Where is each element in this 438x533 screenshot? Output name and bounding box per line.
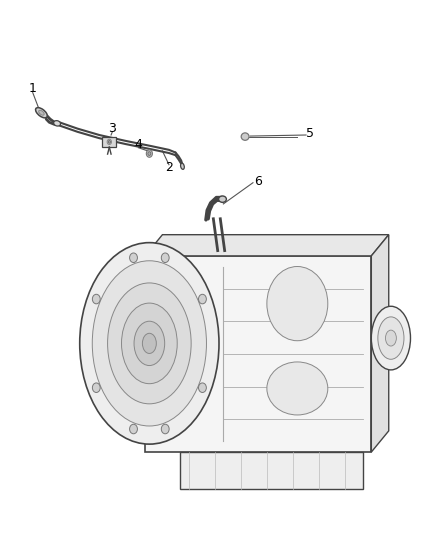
Polygon shape xyxy=(145,256,371,452)
Ellipse shape xyxy=(267,266,328,341)
Ellipse shape xyxy=(371,306,410,370)
Text: 1: 1 xyxy=(29,83,37,95)
Ellipse shape xyxy=(198,294,206,304)
Ellipse shape xyxy=(385,330,396,346)
Ellipse shape xyxy=(39,110,44,115)
Ellipse shape xyxy=(92,294,100,304)
Polygon shape xyxy=(371,235,389,452)
Ellipse shape xyxy=(53,120,60,126)
Ellipse shape xyxy=(146,150,152,157)
Ellipse shape xyxy=(134,321,165,366)
Ellipse shape xyxy=(130,424,138,434)
Ellipse shape xyxy=(130,253,138,263)
Text: 2: 2 xyxy=(165,161,173,174)
Ellipse shape xyxy=(108,283,191,404)
Ellipse shape xyxy=(161,253,169,263)
Ellipse shape xyxy=(161,424,169,434)
Ellipse shape xyxy=(198,383,206,392)
Text: 6: 6 xyxy=(254,175,262,188)
Ellipse shape xyxy=(241,133,249,140)
Ellipse shape xyxy=(108,141,110,143)
Ellipse shape xyxy=(107,139,112,144)
Ellipse shape xyxy=(142,333,156,353)
Text: 3: 3 xyxy=(109,122,117,135)
Ellipse shape xyxy=(267,362,328,415)
Ellipse shape xyxy=(92,383,100,392)
Text: 5: 5 xyxy=(307,127,314,140)
Ellipse shape xyxy=(219,196,226,203)
Ellipse shape xyxy=(35,108,47,118)
Ellipse shape xyxy=(92,261,206,426)
Text: 4: 4 xyxy=(134,138,142,151)
Polygon shape xyxy=(180,452,363,489)
Ellipse shape xyxy=(80,243,219,444)
Polygon shape xyxy=(145,235,389,256)
Ellipse shape xyxy=(378,317,404,359)
Ellipse shape xyxy=(121,303,177,384)
Ellipse shape xyxy=(148,152,151,156)
Polygon shape xyxy=(102,136,116,147)
Ellipse shape xyxy=(180,163,184,169)
